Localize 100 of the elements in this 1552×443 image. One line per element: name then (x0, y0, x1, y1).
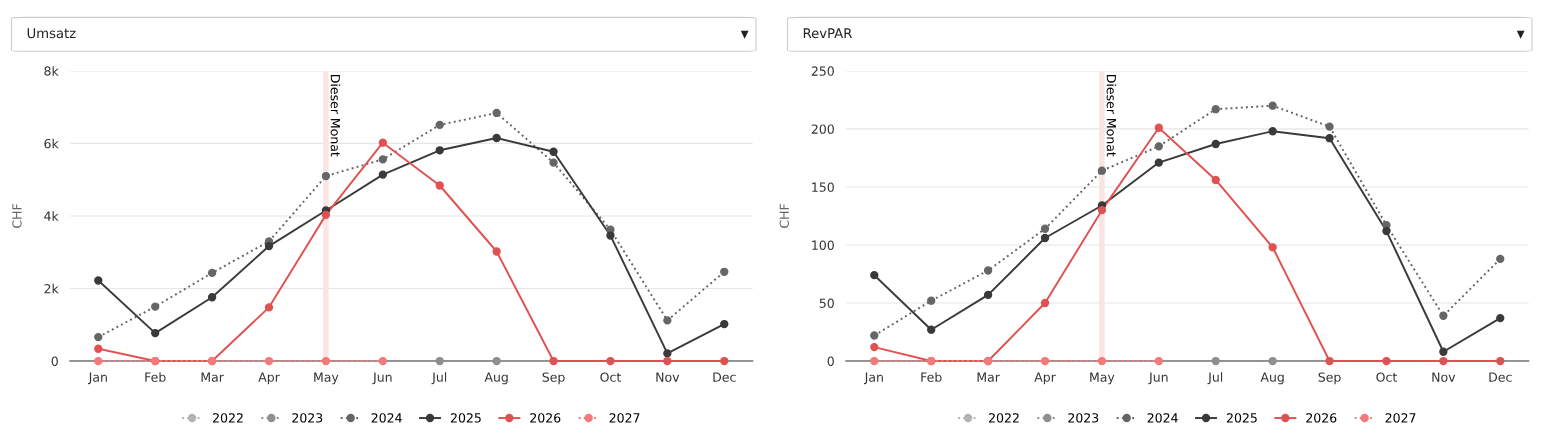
y-tick-label: 150 (812, 182, 834, 192)
point (870, 331, 879, 340)
legend-label: 2022 (989, 413, 1019, 423)
legend-label: 2026 (1306, 413, 1337, 423)
x-tick-label: Mar (977, 372, 1000, 382)
point (1382, 226, 1391, 236)
x-tick-label: Apr (258, 372, 280, 385)
point (1325, 134, 1334, 143)
point (720, 319, 729, 329)
x-tick-label: Jun (372, 372, 392, 385)
y-tick-label: 100 (812, 240, 834, 250)
chart-title: Umsatz (27, 28, 76, 39)
x-tick-label: Jun (1148, 372, 1168, 385)
x-tick-label: Oct (600, 372, 621, 382)
legend-label: 2024 (1147, 413, 1178, 423)
x-tick-label: Dec (1489, 372, 1512, 382)
y-tick-label: 0 (827, 356, 834, 366)
point (1040, 233, 1050, 243)
point (94, 344, 103, 353)
point (1154, 142, 1163, 151)
y-tick-label: 50 (819, 298, 834, 308)
y-tick-label: 6k (44, 138, 59, 149)
x-tick-label: Apr (1034, 372, 1056, 385)
point (983, 266, 993, 275)
point (549, 147, 558, 156)
x-tick-label: Mar (201, 372, 224, 382)
x-tick-label: Aug (484, 372, 508, 385)
point (1268, 356, 1277, 366)
point (1496, 313, 1505, 323)
legend-label: 2027 (609, 413, 640, 423)
point (663, 316, 672, 325)
y-axis-title: CHF (779, 204, 789, 228)
point (663, 356, 672, 366)
point (151, 328, 160, 338)
y-tick-label: 4k (44, 211, 59, 221)
point (94, 356, 103, 366)
point (207, 293, 217, 302)
point (1154, 356, 1163, 366)
point (264, 241, 274, 251)
x-tick-label: Feb (145, 372, 166, 382)
point (378, 170, 387, 179)
y-tick-label: 8k (44, 66, 59, 76)
x-tick-label: Jan (88, 372, 107, 385)
ref-line-label: Dieser Monat (330, 75, 341, 157)
chart-title: RevPAR (803, 28, 852, 39)
ref-line-label: Dieser Monat (1106, 75, 1117, 157)
point (1439, 311, 1448, 320)
point (1268, 243, 1277, 252)
y-tick-label: 2k (44, 283, 59, 294)
point (1097, 356, 1107, 366)
point (435, 181, 444, 190)
point (1154, 158, 1163, 167)
point (1382, 356, 1391, 366)
point (606, 356, 615, 366)
legend-label: 2022 (213, 413, 243, 423)
point (321, 171, 331, 181)
point (1154, 123, 1163, 132)
point (1211, 139, 1220, 149)
point (321, 356, 331, 366)
legend-label: 2023 (1068, 413, 1099, 423)
point (1040, 298, 1050, 308)
point (207, 268, 217, 278)
point (264, 356, 274, 366)
point (663, 349, 672, 358)
point (1325, 356, 1334, 366)
x-tick-label: Sep (1318, 372, 1341, 385)
point (870, 270, 879, 280)
point (1325, 122, 1334, 131)
point (1268, 101, 1277, 110)
point (549, 158, 558, 167)
x-tick-label: Oct (1376, 372, 1397, 382)
x-tick-label: Sep (542, 372, 565, 385)
point (1040, 224, 1050, 233)
point (492, 247, 501, 256)
legend-label: 2026 (530, 413, 561, 423)
y-tick-label: 200 (811, 124, 834, 134)
point (927, 325, 936, 334)
point (492, 356, 501, 366)
x-tick-label: Dec (713, 372, 736, 382)
x-tick-label: Jan (864, 372, 883, 385)
point (927, 296, 936, 305)
y-axis-title: CHF (12, 204, 22, 228)
x-tick-label: Jul (1207, 372, 1223, 385)
y-tick-label: 250 (811, 66, 834, 76)
point (378, 155, 387, 164)
point (1211, 356, 1220, 366)
point (94, 276, 103, 285)
point (1439, 356, 1448, 366)
point (1097, 205, 1107, 215)
point (1097, 166, 1107, 175)
point (1040, 356, 1050, 366)
point (1496, 254, 1505, 264)
x-tick-label: Aug (1260, 372, 1284, 385)
point (94, 332, 103, 342)
point (720, 267, 729, 276)
point (549, 356, 558, 366)
x-tick-label: Nov (656, 372, 680, 382)
point (870, 356, 879, 366)
point (492, 108, 501, 118)
legend-label: 2024 (371, 413, 402, 423)
